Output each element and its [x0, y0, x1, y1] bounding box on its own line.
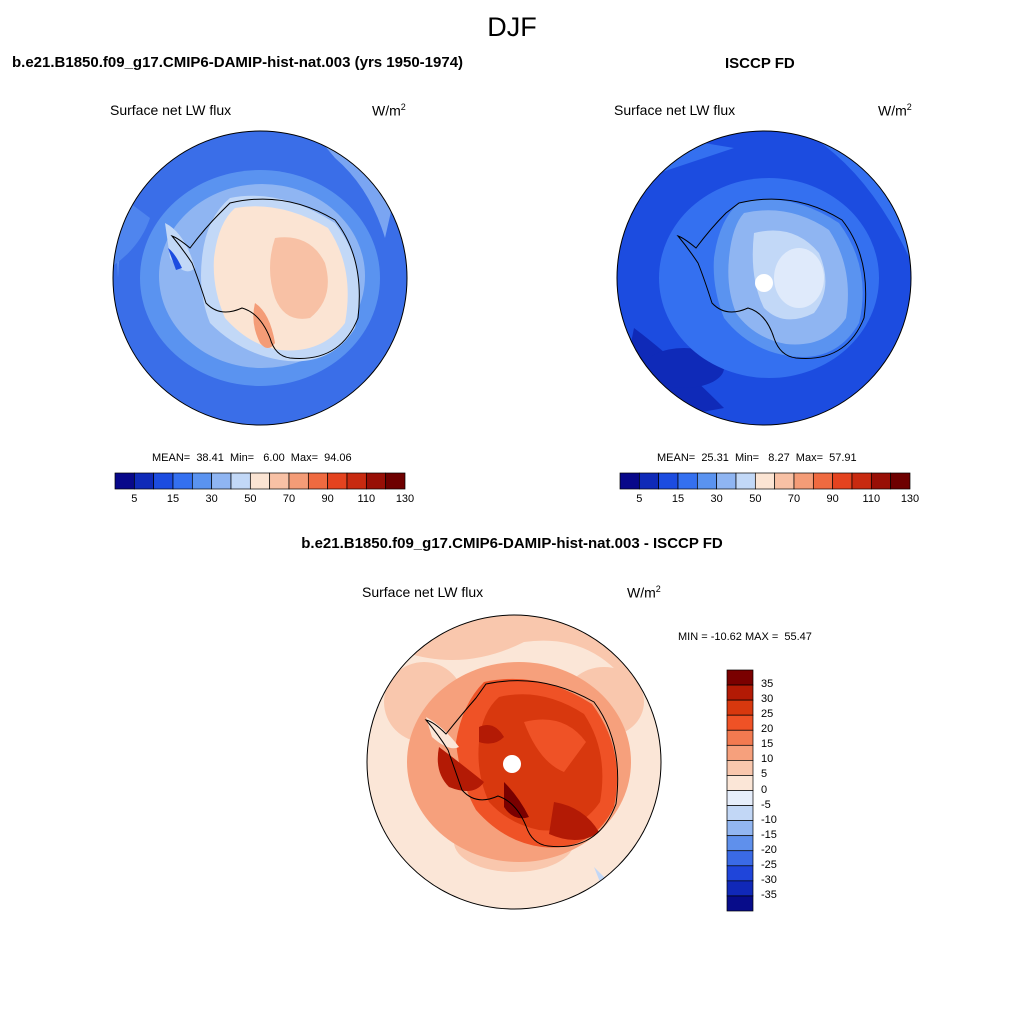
colorbar-box [114, 472, 135, 490]
colorbar-tick-label: 30 [205, 493, 218, 505]
panel-obs-colorbar [619, 472, 911, 490]
colorbar-box [754, 472, 776, 490]
colorbar-tick-label: 90 [826, 493, 839, 505]
colorbar-tick-label: 110 [357, 493, 376, 505]
panel-model-map [112, 130, 408, 426]
colorbar-box [153, 472, 174, 490]
colorbar-tick-label: -5 [761, 798, 771, 811]
panel-model-unit: W/m2 [372, 102, 406, 119]
colorbar-box [346, 472, 367, 490]
panel-obs-stats: MEAN= 25.31 Min= 8.27 Max= 57.91 [657, 452, 857, 464]
colorbar-box [726, 744, 754, 761]
panel-model-variable: Surface net LW flux [110, 102, 232, 118]
colorbar-tick-label: 0 [761, 783, 768, 796]
panel-obs-variable: Surface net LW flux [614, 102, 736, 118]
colorbar-tick-label: 30 [710, 493, 723, 505]
colorbar-box [726, 895, 754, 912]
colorbar-box [774, 472, 795, 490]
colorbar-box [696, 472, 718, 490]
colorbar-box [638, 472, 660, 490]
panel-obs-colorbar-labels: 5 15 30 50 70 90 110 130 [620, 493, 919, 509]
colorbar-tick-label: 15 [671, 493, 685, 505]
colorbar-box [726, 880, 754, 897]
colorbar-box [230, 472, 251, 490]
panel-model-colorbar-labels: 5 15 30 50 70 90 110 130 [115, 493, 414, 509]
colorbar-tick-label: 35 [761, 678, 774, 691]
colorbar-tick-label: -20 [761, 843, 777, 856]
colorbar-tick-label: 5 [761, 768, 768, 781]
panel-diff-unit: W/m2 [627, 584, 661, 601]
panel-model-title: b.e21.B1850.f09_g17.CMIP6-DAMIP-hist-nat… [12, 54, 464, 71]
colorbar-box [890, 472, 911, 490]
colorbar-box [677, 472, 698, 490]
colorbar-tick-label: 50 [244, 493, 257, 505]
panel-model-stats: MEAN= 38.41 Min= 6.00 Max= 94.06 [152, 452, 352, 464]
colorbar-tick-label: 130 [395, 493, 415, 505]
colorbar-box [726, 850, 754, 867]
colorbar-box [249, 472, 271, 490]
colorbar-tick-label: 30 [761, 693, 774, 706]
colorbar-box [870, 472, 892, 490]
colorbar-box [726, 775, 754, 791]
panel-obs-title: ISCCP FD [725, 55, 795, 72]
panel-obs-unit: W/m2 [878, 102, 912, 119]
panel-diff-colorbar [726, 669, 754, 912]
colorbar-box [211, 472, 232, 490]
colorbar-box [812, 472, 834, 490]
colorbar-box [385, 472, 406, 490]
colorbar-tick-label: 70 [787, 493, 801, 505]
colorbar-tick-label: 15 [761, 738, 774, 751]
panel-model-colorbar [114, 472, 406, 490]
panel-obs-map [616, 130, 912, 426]
colorbar-box [288, 472, 309, 490]
colorbar-tick-label: 5 [131, 493, 138, 505]
colorbar-box [726, 684, 754, 701]
colorbar-box [726, 820, 754, 837]
colorbar-tick-label: 25 [761, 708, 774, 721]
colorbar-box [133, 472, 155, 490]
colorbar-tick-label: 5 [636, 493, 643, 505]
colorbar-box [307, 472, 329, 490]
colorbar-box [365, 472, 387, 490]
colorbar-tick-label: 130 [900, 493, 920, 505]
colorbar-box [726, 805, 754, 821]
colorbar-box [726, 865, 754, 882]
figure-title: DJF [487, 12, 537, 42]
colorbar-box [793, 472, 814, 490]
panel-diff-stats: MIN = -10.62 MAX = 55.47 [678, 631, 812, 643]
colorbar-tick-label: -25 [761, 858, 777, 871]
colorbar-box [726, 790, 754, 806]
colorbar-tick-label: 10 [761, 753, 774, 766]
colorbar-box [716, 472, 737, 490]
colorbar-box [832, 472, 853, 490]
colorbar-tick-label: 70 [282, 493, 296, 505]
colorbar-box [327, 472, 348, 490]
colorbar-box [851, 472, 872, 490]
colorbar-box [658, 472, 679, 490]
colorbar-tick-label: 50 [749, 493, 762, 505]
colorbar-box [726, 835, 754, 852]
colorbar-tick-label: -30 [761, 873, 777, 886]
colorbar-tick-label: -35 [761, 888, 777, 901]
panel-diff-map [366, 614, 662, 910]
colorbar-box [735, 472, 756, 490]
panel-diff-colorbar-labels: 35 30 25 20 15 10 5 0 -5 -10 -15 -20 -25 -30 -35 [758, 670, 798, 911]
colorbar-box [726, 714, 754, 731]
panel-diff-title: b.e21.B1850.f09_g17.CMIP6-DAMIP-hist-nat… [301, 535, 723, 552]
colorbar-tick-label: 15 [166, 493, 180, 505]
colorbar-tick-label: 90 [321, 493, 334, 505]
colorbar-box [726, 669, 754, 686]
colorbar-tick-label: 110 [862, 493, 881, 505]
colorbar-box [191, 472, 213, 490]
colorbar-box [726, 760, 754, 776]
colorbar-tick-label: -15 [761, 828, 777, 841]
colorbar-box [269, 472, 290, 490]
colorbar-tick-label: -10 [761, 813, 777, 826]
colorbar-box [726, 729, 754, 746]
panel-diff-variable: Surface net LW flux [362, 584, 484, 600]
colorbar-box [726, 699, 754, 716]
colorbar-box [172, 472, 193, 490]
colorbar-box [619, 472, 640, 490]
colorbar-tick-label: 20 [761, 723, 774, 736]
